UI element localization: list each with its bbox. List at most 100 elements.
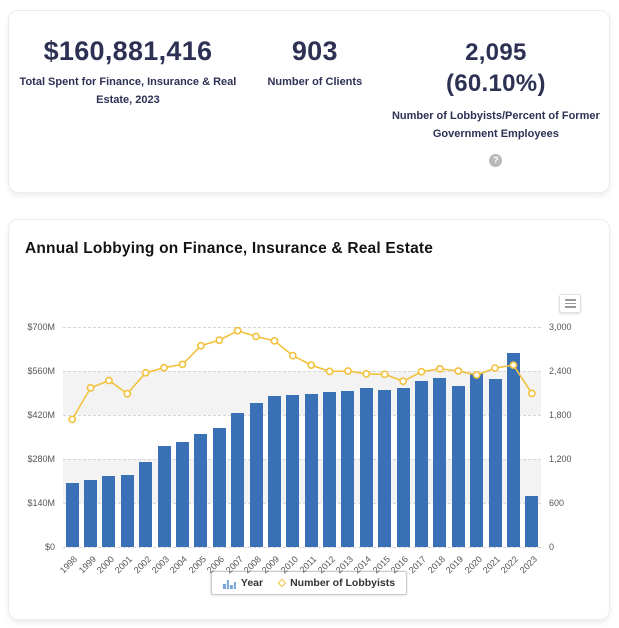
column-chart-icon [222, 578, 236, 589]
chart-area: Year Number of Lobbyists $0 0 $140M 600 $280… [9, 282, 609, 622]
question-mark-icon[interactable]: ? [489, 153, 503, 167]
bar-2015[interactable] [378, 389, 392, 547]
line-marker-2011[interactable] [307, 361, 316, 369]
gridline [63, 415, 541, 416]
gridline [63, 371, 541, 372]
line-marker-2000[interactable] [105, 376, 113, 385]
line-marker-2023[interactable] [527, 389, 536, 398]
bar-2005[interactable] [194, 434, 208, 547]
lobbyists-value: 2,095 (60.10%) [391, 37, 601, 99]
line-marker-2014[interactable] [362, 370, 371, 378]
x-axis-label: 2020 [462, 554, 484, 576]
y-axis-label-right: 0 [549, 542, 555, 552]
bar-1998[interactable] [65, 482, 79, 547]
gridline [63, 459, 541, 460]
gridline [63, 503, 541, 504]
bar-2007[interactable] [231, 413, 245, 547]
bar-2020[interactable] [470, 373, 484, 547]
gridline [63, 327, 541, 328]
line-marker-2018[interactable] [435, 364, 444, 373]
line-marker-2004[interactable] [178, 360, 187, 369]
line-marker-2007[interactable] [233, 326, 242, 335]
x-axis-label: 2005 [186, 554, 208, 576]
stat-number-of-clients: 903 Number of Clients [239, 37, 391, 192]
y-axis-label-left: $700M [27, 322, 55, 332]
bar-2016[interactable] [396, 388, 410, 547]
clients-label: Number of Clients [267, 76, 363, 89]
bar-2019[interactable] [451, 386, 465, 547]
line-marker-2001[interactable] [123, 389, 132, 398]
bar-2004[interactable] [176, 442, 189, 547]
legend-label-lobbyists: Number of Lobbyists [290, 577, 396, 589]
lobbyists-label: Number of Lobbyists/Percent of Former Go… [391, 110, 600, 140]
chart-legend: Year Number of Lobbyists [210, 571, 408, 595]
lobbyists-line [68, 326, 536, 424]
line-marker-2020[interactable] [472, 371, 481, 379]
bar-2012[interactable] [323, 392, 337, 547]
bar-2003[interactable] [157, 446, 171, 547]
bar-2006[interactable] [212, 427, 226, 547]
x-axis-label: 1998 [58, 554, 80, 576]
line-marker-2010[interactable] [288, 351, 297, 360]
bar-2008[interactable] [249, 403, 263, 547]
bar-2009[interactable] [267, 395, 281, 547]
line-marker-2009[interactable] [270, 336, 279, 345]
clients-value: 903 [291, 36, 338, 66]
legend-item-lobbyists[interactable]: Number of Lobbyists [277, 577, 396, 589]
bar-2023[interactable] [525, 496, 539, 547]
line-marker-2016[interactable] [399, 377, 407, 386]
line-marker-2008[interactable] [252, 332, 260, 341]
bar-2022[interactable] [506, 353, 520, 547]
line-marker-2017[interactable] [417, 367, 426, 376]
line-marker-1998[interactable] [68, 415, 77, 424]
x-axis-label: 2022 [499, 554, 521, 576]
bar-2011[interactable] [304, 393, 318, 547]
x-axis-label: 2017 [407, 554, 429, 576]
bar-2000[interactable] [102, 475, 116, 547]
total-spent-label: Total Spent for Finance, Insurance & Rea… [19, 76, 237, 106]
bar-2014[interactable] [359, 387, 373, 547]
line-marker-2022[interactable] [509, 361, 518, 369]
x-axis-label: 2003 [149, 554, 172, 576]
y-axis-label-left: $140M [27, 498, 55, 508]
x-axis-label: 2000 [94, 554, 117, 576]
chart-card: Annual Lobbying on Finance, Insurance & … [8, 219, 610, 620]
x-axis-label: 2018 [425, 554, 447, 576]
y-axis-label-right: 600 [549, 498, 565, 508]
legend-item-year[interactable]: Year [222, 577, 263, 589]
lobbyists-percent: (60.10%) [445, 70, 546, 98]
y-axis-label-left: $560M [27, 366, 55, 376]
lobbyists-count: 2,095 [465, 39, 527, 66]
y-axis-label-right: 1,200 [549, 454, 572, 464]
x-axis-label: 1999 [76, 554, 98, 576]
bar-2010[interactable] [286, 395, 300, 547]
line-marker-2002[interactable] [141, 368, 150, 377]
bar-2001[interactable] [120, 474, 134, 547]
line-marker-2005[interactable] [196, 341, 205, 350]
line-marker-2019[interactable] [454, 367, 463, 375]
x-axis-label: 2004 [168, 554, 190, 576]
bar-1999[interactable] [84, 480, 98, 547]
line-marker-2013[interactable] [344, 367, 352, 375]
y-axis-label-left: $420M [27, 410, 55, 420]
line-marker-1999[interactable] [86, 384, 95, 392]
bar-2013[interactable] [341, 391, 355, 547]
stat-lobbyists: 2,095 (60.10%) Number of Lobbyists/Perce… [391, 37, 601, 192]
y-axis-label-left: $0 [44, 542, 55, 552]
bar-2002[interactable] [139, 461, 153, 547]
bar-2017[interactable] [415, 381, 428, 547]
x-axis-label: 2021 [480, 554, 503, 576]
bar-2018[interactable] [433, 377, 447, 547]
line-marker-2006[interactable] [215, 336, 224, 345]
chart-title: Annual Lobbying on Finance, Insurance & … [25, 240, 434, 257]
line-marker-2021[interactable] [491, 364, 499, 372]
gridline [63, 547, 541, 548]
stat-total-spent: $160,881,416 Total Spent for Finance, In… [17, 37, 239, 192]
line-marker-2003[interactable] [160, 363, 168, 372]
hamburger-menu-icon[interactable] [559, 294, 581, 313]
line-marker-2012[interactable] [325, 367, 334, 376]
line-marker-2015[interactable] [380, 370, 389, 379]
y-axis-label-right: 2,400 [549, 366, 572, 376]
y-axis-label-left: $280M [27, 454, 55, 464]
bar-2021[interactable] [488, 379, 502, 547]
